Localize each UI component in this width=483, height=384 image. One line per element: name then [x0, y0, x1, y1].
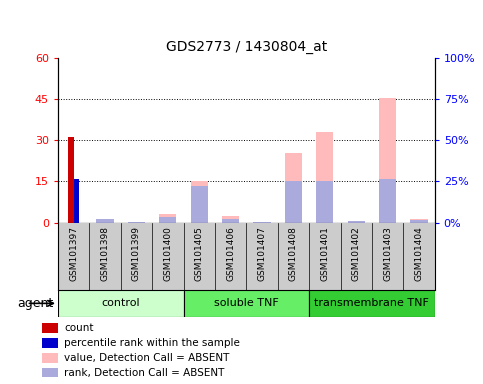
Bar — [128, 222, 145, 223]
Text: GSM101406: GSM101406 — [226, 226, 235, 281]
Text: GSM101401: GSM101401 — [320, 226, 329, 281]
Bar — [316, 181, 333, 223]
Bar — [411, 220, 427, 223]
Bar — [222, 218, 239, 223]
Title: GDS2773 / 1430804_at: GDS2773 / 1430804_at — [166, 40, 327, 54]
Text: GSM101403: GSM101403 — [383, 226, 392, 281]
Text: GSM101405: GSM101405 — [195, 226, 204, 281]
Text: GSM101402: GSM101402 — [352, 226, 361, 281]
Bar — [254, 222, 270, 223]
Bar — [254, 222, 270, 223]
Bar — [222, 216, 239, 223]
Text: control: control — [101, 298, 140, 308]
Bar — [42, 338, 58, 348]
Bar — [411, 219, 427, 223]
Text: transmembrane TNF: transmembrane TNF — [314, 298, 429, 308]
Bar — [285, 152, 302, 223]
Text: GSM101397: GSM101397 — [69, 226, 78, 281]
Text: value, Detection Call = ABSENT: value, Detection Call = ABSENT — [64, 353, 229, 363]
Bar — [128, 222, 145, 223]
Bar — [309, 290, 435, 317]
Text: count: count — [64, 323, 93, 333]
Bar — [316, 132, 333, 223]
Bar — [379, 179, 396, 223]
Bar — [97, 219, 114, 223]
Bar — [159, 217, 176, 223]
Bar — [191, 185, 208, 223]
Text: GSM101398: GSM101398 — [100, 226, 110, 281]
Bar — [68, 137, 74, 223]
Bar — [97, 219, 114, 223]
Text: soluble TNF: soluble TNF — [214, 298, 279, 308]
Bar — [74, 179, 79, 223]
Text: GSM101399: GSM101399 — [132, 226, 141, 281]
Bar — [184, 290, 309, 317]
Bar — [159, 214, 176, 223]
Text: agent: agent — [17, 297, 53, 310]
Text: rank, Detection Call = ABSENT: rank, Detection Call = ABSENT — [64, 368, 224, 378]
Bar — [285, 181, 302, 223]
Bar — [42, 323, 58, 333]
Text: GSM101404: GSM101404 — [414, 226, 424, 281]
Bar — [42, 353, 58, 362]
Text: GSM101400: GSM101400 — [163, 226, 172, 281]
Text: GSM101407: GSM101407 — [257, 226, 267, 281]
Bar — [379, 98, 396, 223]
Text: GSM101408: GSM101408 — [289, 226, 298, 281]
Text: percentile rank within the sample: percentile rank within the sample — [64, 338, 240, 348]
Bar — [42, 368, 58, 377]
Bar — [58, 290, 184, 317]
Bar — [191, 181, 208, 223]
Bar — [348, 220, 365, 223]
